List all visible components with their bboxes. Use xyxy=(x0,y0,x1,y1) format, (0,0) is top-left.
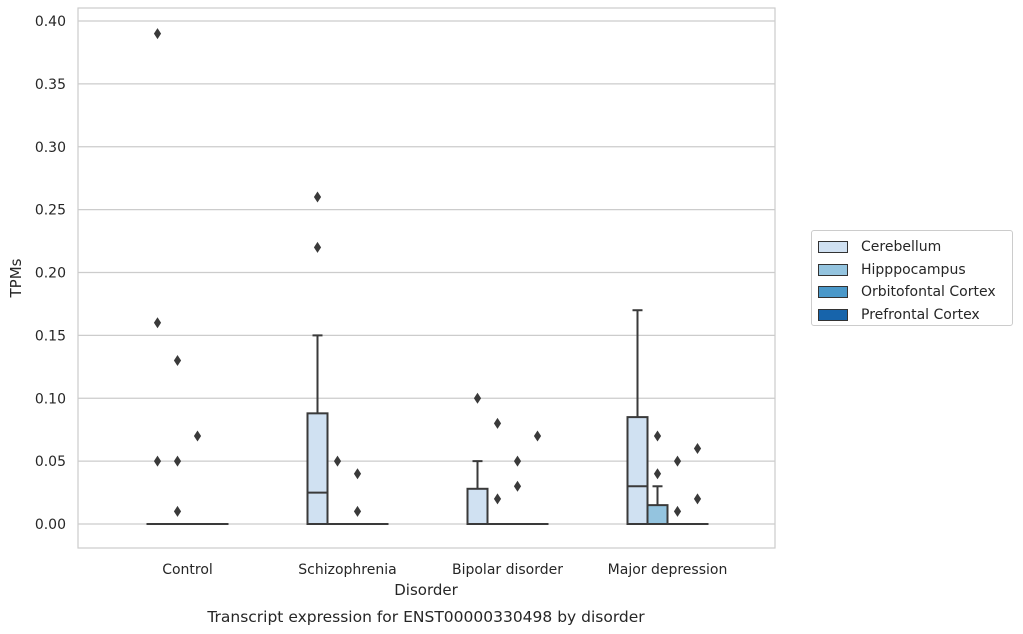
outlier-point xyxy=(153,28,162,40)
outlier-point xyxy=(493,493,502,505)
x-axis-label: Disorder xyxy=(394,581,458,599)
x-tick-label: Major depression xyxy=(608,562,728,578)
outlier-point xyxy=(513,455,522,467)
legend-item: Hipppocampus xyxy=(818,259,1012,282)
legend-item: Cerebellum xyxy=(818,236,1012,259)
outlier-point xyxy=(173,355,182,367)
box-plot xyxy=(506,455,529,526)
box-plot xyxy=(146,28,169,526)
legend: Cerebellum Hipppocampus Orbitofontal Cor… xyxy=(811,230,1013,326)
legend-label-hippocampus: Hipppocampus xyxy=(861,261,966,278)
y-tick-label: 0.25 xyxy=(35,203,66,219)
box-plot xyxy=(666,455,689,526)
outlier-point xyxy=(153,455,162,467)
plot-frame xyxy=(77,7,776,549)
x-tick-label: Bipolar disorder xyxy=(452,562,563,578)
outlier-point xyxy=(313,241,322,253)
y-tick-label: 0.15 xyxy=(35,328,66,344)
outlier-point xyxy=(333,455,342,467)
outlier-point xyxy=(513,480,522,492)
box-plot xyxy=(686,443,709,526)
y-tick-label: 0.20 xyxy=(35,266,66,282)
outlier-point xyxy=(353,468,362,480)
box-plot xyxy=(646,430,669,526)
box-plot xyxy=(486,417,509,526)
box-plot xyxy=(466,392,489,526)
y-tick-label: 0.00 xyxy=(35,517,66,533)
y-tick-label: 0.30 xyxy=(35,140,66,156)
gridlines xyxy=(78,20,775,525)
outlier-point xyxy=(313,191,322,203)
outlier-point xyxy=(673,455,682,467)
x-tick-label: Control xyxy=(162,562,213,578)
outlier-point xyxy=(153,317,162,329)
outlier-point xyxy=(173,505,182,517)
box-plot xyxy=(186,430,209,526)
outlier-point xyxy=(693,443,702,455)
y-tick-label: 0.05 xyxy=(35,454,66,470)
outlier-point xyxy=(493,417,502,429)
box-plot xyxy=(626,309,649,525)
outlier-point xyxy=(173,455,182,467)
x-tick-label: Schizophrenia xyxy=(298,562,396,578)
y-tick-label: 0.40 xyxy=(35,14,66,30)
legend-item: Prefrontal Cortex xyxy=(818,304,1012,327)
box-plot xyxy=(326,455,349,526)
legend-label-orbitofrontal: Orbitofontal Cortex xyxy=(861,284,996,301)
y-tick-label: 0.35 xyxy=(35,77,66,93)
box xyxy=(626,416,649,525)
outlier-point xyxy=(693,493,702,505)
outlier-point xyxy=(653,468,662,480)
box-plot xyxy=(346,468,369,526)
legend-label-cerebellum: Cerebellum xyxy=(861,239,942,256)
y-axis-label: TPMs xyxy=(7,258,25,298)
box-plot xyxy=(306,191,329,525)
box-plot xyxy=(526,430,549,526)
legend-swatch xyxy=(818,241,848,254)
box-plot xyxy=(166,355,189,526)
box xyxy=(646,504,669,526)
outlier-point xyxy=(193,430,202,442)
legend-swatch xyxy=(818,263,848,276)
outlier-point xyxy=(653,430,662,442)
y-tick-labels: 0.00 0.05 0.10 0.15 0.20 0.25 0.30 0.35 0.40 xyxy=(35,14,66,533)
y-tick-label: 0.10 xyxy=(35,391,66,407)
legend-item: Orbitofontal Cortex xyxy=(818,281,1012,304)
outlier-point xyxy=(353,505,362,517)
legend-swatch xyxy=(818,308,848,321)
x-tick-labels: Control Schizophrenia Bipolar disorder Majo… xyxy=(162,562,727,578)
chart-title: Transcript expression for ENST0000033049… xyxy=(206,608,645,626)
outlier-point xyxy=(533,430,542,442)
legend-label-prefrontal: Prefrontal Cortex xyxy=(861,306,980,323)
box-plots xyxy=(146,28,709,526)
legend-swatch xyxy=(818,286,848,299)
box xyxy=(306,412,329,525)
box xyxy=(466,487,489,526)
outlier-point xyxy=(473,392,482,404)
outlier-point xyxy=(673,505,682,517)
